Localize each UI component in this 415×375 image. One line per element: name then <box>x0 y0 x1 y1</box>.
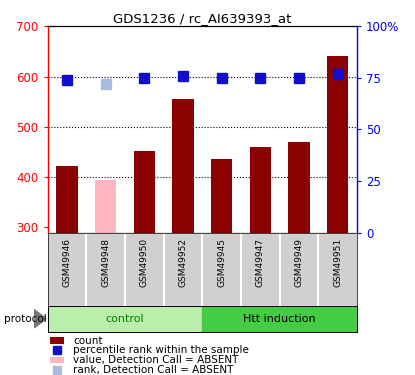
Text: GSM49950: GSM49950 <box>140 238 149 288</box>
Text: protocol: protocol <box>4 314 47 324</box>
Text: GSM49947: GSM49947 <box>256 238 265 287</box>
Text: control: control <box>106 314 144 324</box>
Bar <box>48 306 202 332</box>
Text: percentile rank within the sample: percentile rank within the sample <box>73 345 249 355</box>
Text: GSM49948: GSM49948 <box>101 238 110 287</box>
Text: GSM49946: GSM49946 <box>63 238 71 287</box>
Bar <box>49 338 64 344</box>
Bar <box>134 151 155 232</box>
Bar <box>172 99 194 232</box>
Text: rank, Detection Call = ABSENT: rank, Detection Call = ABSENT <box>73 365 233 375</box>
Bar <box>211 159 232 232</box>
Bar <box>327 56 348 232</box>
Polygon shape <box>34 310 46 328</box>
Bar <box>288 142 310 232</box>
Bar <box>49 357 64 363</box>
Bar <box>56 166 78 232</box>
Bar <box>95 180 116 232</box>
Text: GSM49945: GSM49945 <box>217 238 226 287</box>
Text: count: count <box>73 336 103 345</box>
Bar <box>202 306 357 332</box>
Text: GSM49949: GSM49949 <box>294 238 303 287</box>
Text: GSM49952: GSM49952 <box>178 238 188 287</box>
Bar <box>250 147 271 232</box>
Text: Htt induction: Htt induction <box>243 314 316 324</box>
Title: GDS1236 / rc_AI639393_at: GDS1236 / rc_AI639393_at <box>113 12 291 25</box>
Text: value, Detection Call = ABSENT: value, Detection Call = ABSENT <box>73 355 238 365</box>
Text: GSM49951: GSM49951 <box>333 238 342 288</box>
